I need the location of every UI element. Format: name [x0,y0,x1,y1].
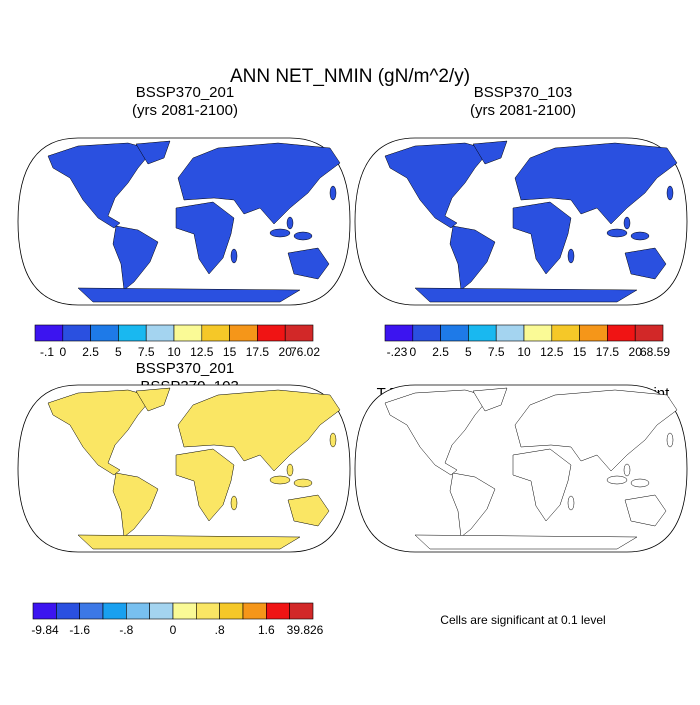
colorbar-box [384,324,414,342]
colorbar-label: 1.6 [258,623,275,637]
map [354,384,688,553]
colorbar-box [201,324,230,342]
footnote: Cells are significant at 0.1 level [440,613,605,627]
colorbar-box [266,602,290,620]
colorbar-box [219,602,244,620]
colorbar-box [126,602,150,620]
colorbar-label: 20 [629,345,643,359]
colorbar-box [551,324,580,342]
colorbar-box [102,602,127,620]
colorbar-box [34,324,64,342]
colorbar-label: 0 [170,623,177,637]
colorbar-label: 17.5 [246,345,270,359]
colorbar-label: 39.826 [287,623,324,637]
colorbar-box [468,324,497,342]
colorbar-label: 5 [465,345,472,359]
colorbar-box [257,324,286,342]
panel-title: BSSP370_201 [136,84,234,101]
colorbar-label: 7.5 [138,345,155,359]
colorbar-box [495,324,525,342]
panel-title: (yrs 2081-2100) [470,102,576,119]
colorbar-box [289,602,314,620]
colorbar-label: 2.5 [82,345,99,359]
colorbar-box [196,602,220,620]
colorbar-box [284,324,314,342]
colorbar-box [62,324,91,342]
colorbar-box [242,602,267,620]
colorbar-box [579,324,608,342]
colorbar-label: 12.5 [190,345,214,359]
colorbar-label: -1.6 [69,623,90,637]
colorbar-label: 10 [517,345,531,359]
colorbar-label: 20 [279,345,293,359]
panel-title: BSSP370_201 [136,360,234,377]
colorbar-box [32,602,57,620]
colorbar-label: 0 [409,345,416,359]
colorbar-label: 7.5 [488,345,505,359]
colorbar-box [523,324,553,342]
colorbar-label: 15 [573,345,587,359]
colorbar-label: 15 [223,345,237,359]
colorbar-box [634,324,664,342]
colorbar-label: 12.5 [540,345,564,359]
title: ANN NET_NMIN (gN/m^2/y) [230,66,470,87]
panel-title: BSSP370_103 [474,84,572,101]
colorbar-label: -9.84 [31,623,59,637]
colorbar-label: 68.59 [640,345,670,359]
colorbar-label: 2.5 [432,345,449,359]
colorbar-box [172,602,197,620]
colorbar-box [79,602,104,620]
colorbar-label: -.23 [387,345,408,359]
colorbar-box [118,324,147,342]
colorbar-box [56,602,80,620]
colorbar-label: .8 [215,623,225,637]
map [354,137,688,306]
colorbar-box [145,324,175,342]
colorbar-label: 76.02 [290,345,320,359]
map [17,137,351,306]
colorbar-label: 0 [59,345,66,359]
colorbar-box [149,602,174,620]
colorbar-box [607,324,636,342]
colorbar-box [173,324,203,342]
colorbar-label: 10 [167,345,181,359]
colorbar-box [90,324,119,342]
colorbar-box [412,324,441,342]
panel-title: (yrs 2081-2100) [132,102,238,119]
colorbar-label: 17.5 [596,345,620,359]
colorbar-label: -.8 [119,623,133,637]
colorbar-label: -.1 [40,345,54,359]
map [17,384,351,553]
colorbar-label: 5 [115,345,122,359]
colorbar-box [440,324,469,342]
colorbar-box [229,324,258,342]
